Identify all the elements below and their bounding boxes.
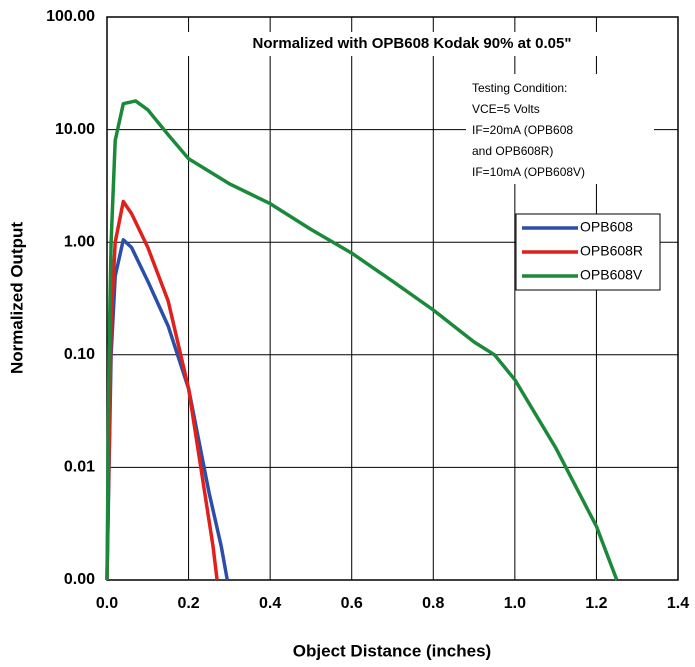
x-tick-label: 0.6 [341, 595, 363, 612]
legend-label: OPB608V [580, 267, 643, 283]
x-tick-label: 1.4 [667, 595, 689, 612]
x-tick-label: 0.0 [96, 595, 118, 612]
x-tick-label: 0.2 [177, 595, 199, 612]
legend-label: OPB608R [580, 243, 643, 259]
y-tick-label: 0.01 [64, 459, 95, 476]
y-tick-label: 10.00 [55, 121, 95, 138]
x-tick-label: 0.8 [422, 595, 444, 612]
annotation-line: IF=20mA (OPB608 [472, 123, 573, 137]
series-line [105, 238, 230, 581]
annotation-line: VCE=5 Volts [472, 102, 540, 116]
plot-frame [106, 16, 679, 581]
x-tick-label: 1.2 [585, 595, 607, 612]
x-tick-label: 0.4 [259, 595, 281, 612]
x-tick-label: 1.0 [504, 595, 526, 612]
annotation-box [466, 74, 654, 184]
annotation-line: IF=10mA (OPB608V) [472, 165, 585, 179]
annotation-line: and OPB608R) [472, 144, 553, 158]
y-tick-label: 100.00 [46, 8, 95, 25]
y-tick-label: 0.00 [64, 571, 95, 588]
series-line [105, 99, 619, 581]
y-axis-title: Normalized Output [7, 222, 26, 374]
x-axis-title: Object Distance (inches) [293, 641, 491, 660]
annotation-line: Testing Condition: [472, 81, 567, 95]
series-line [105, 199, 219, 581]
chart-title: Normalized with OPB608 Kodak 90% at 0.05… [253, 35, 572, 52]
title-box [172, 32, 652, 56]
legend-label: OPB608 [580, 219, 633, 235]
y-tick-label: 0.10 [64, 346, 95, 363]
y-tick-label: 1.00 [64, 233, 95, 250]
